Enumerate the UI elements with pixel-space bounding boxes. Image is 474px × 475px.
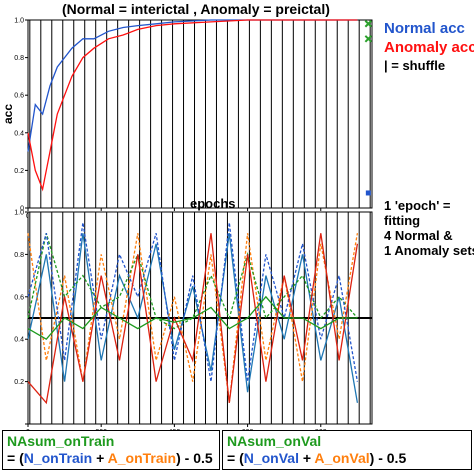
y-axis-label: acc [1, 104, 15, 124]
y-tick-label: 0.6 [14, 294, 24, 301]
formula-a-term: A_onVal [314, 450, 370, 466]
legend-shuffle: | = shuffle [384, 58, 446, 73]
y-tick-label: 0.2 [14, 168, 24, 175]
y-tick-label: 1.0 [14, 210, 24, 217]
nasum-val-formula: = (N_onVal + A_onVal) - 0.5 [227, 450, 467, 467]
epoch-note-line: 1 'epoch' = [384, 198, 451, 213]
formula-close: ) - 0.5 [176, 450, 213, 466]
x-axis-label: epochs [190, 196, 236, 211]
marker-anomaly-acc [364, 35, 373, 43]
nasum-train-title: NAsum_onTrain [7, 433, 115, 449]
legend-normal-acc: Normal acc [384, 20, 465, 37]
epoch-note-line: 4 Normal & [384, 228, 453, 243]
formula-plus: + [92, 450, 108, 466]
formula-n-term: N_onTrain [23, 450, 93, 466]
nasum-val-title: NAsum_onVal [227, 433, 322, 449]
nasum-train-box: NAsum_onTrain = (N_onTrain + A_onTrain) … [2, 430, 220, 470]
epoch-note-line: 1 Anomaly sets [384, 243, 474, 258]
legend-anomaly-acc: Anomaly acc [384, 39, 474, 56]
formula-a-term: A_onTrain [107, 450, 177, 466]
y-tick-label: 1.0 [14, 18, 24, 25]
series-line-nasum-onval [27, 295, 358, 341]
formula-n-term: N_onVal [243, 450, 299, 466]
series-line-n-onval [27, 222, 359, 382]
y-tick-label: 0.4 [14, 130, 24, 137]
nasum-train-formula: = (N_onTrain + A_onTrain) - 0.5 [7, 450, 215, 467]
series-line-nasum-ontrain [27, 233, 358, 330]
y-tick-label: 0.4 [14, 337, 24, 344]
y-tick-label: 0 [20, 206, 24, 213]
series-line-a-onval [27, 233, 359, 405]
plot-area [27, 19, 373, 209]
series-line-n-ontrain [27, 233, 359, 403]
formula-plus: + [298, 450, 315, 466]
nasum-val-box: NAsum_onVal = (N_onVal + A_onVal) - 0.5 [222, 430, 472, 470]
y-tick-label: 0.2 [14, 379, 24, 386]
epoch-note: 1 'epoch' = fitting 4 Normal & 1 Anomaly… [384, 198, 474, 258]
series-line-anomaly-acc [27, 19, 358, 192]
formula-close: ) - 0.5 [369, 450, 407, 466]
marker-normal-acc [365, 190, 371, 196]
formula-open: = ( [7, 450, 24, 466]
y-tick-label: 0.6 [14, 93, 24, 100]
formula-open: = ( [227, 450, 244, 466]
y-tick-label: 0.8 [14, 252, 24, 259]
y-tick-label: 0.8 [14, 55, 24, 62]
epoch-note-line: fitting [384, 213, 421, 228]
figure-title: (Normal = interictal , Anomaly = preicta… [62, 1, 330, 17]
marker-anomaly-acc [364, 20, 373, 28]
